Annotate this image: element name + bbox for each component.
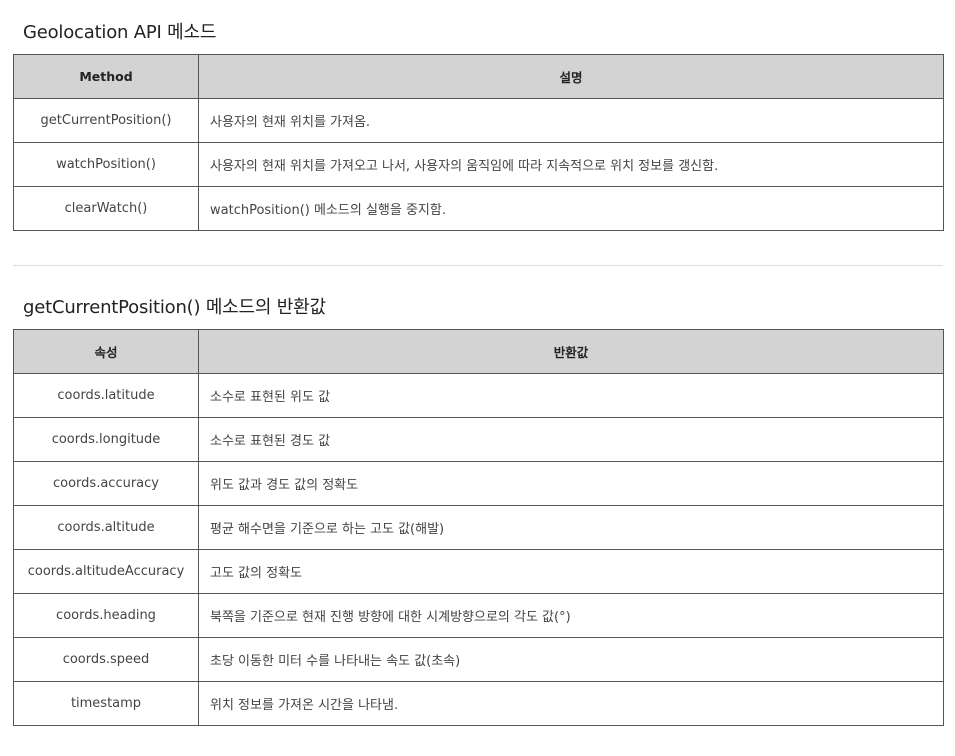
column-header-method: Method <box>13 54 199 99</box>
return-value-cell: 북쪽을 기준으로 현재 진행 방향에 대한 시계방향으로의 각도 값(°) <box>198 593 944 638</box>
table-row: watchPosition() 사용자의 현재 위치를 가져오고 나서, 사용자… <box>13 142 944 187</box>
table-row: coords.accuracy 위도 값과 경도 값의 정확도 <box>13 461 944 506</box>
table-header-row: 속성 반환값 <box>13 329 944 374</box>
section-title-methods: Geolocation API 메소드 <box>23 22 217 43</box>
table-header-row: Method 설명 <box>13 54 944 99</box>
column-header-property: 속성 <box>13 329 199 374</box>
table-row: coords.heading 북쪽을 기준으로 현재 진행 방향에 대한 시계방… <box>13 593 944 638</box>
property-name-cell: timestamp <box>13 681 199 726</box>
method-description-cell: watchPosition() 메소드의 실행을 중지함. <box>198 186 944 231</box>
property-name-cell: coords.heading <box>13 593 199 638</box>
table-row: coords.altitudeAccuracy 고도 값의 정확도 <box>13 549 944 594</box>
return-value-cell: 소수로 표현된 경도 값 <box>198 417 944 462</box>
methods-table: Method 설명 getCurrentPosition() 사용자의 현재 위… <box>13 54 944 231</box>
table-row: timestamp 위치 정보를 가져온 시간을 나타냄. <box>13 681 944 726</box>
property-name-cell: coords.accuracy <box>13 461 199 506</box>
table-row: clearWatch() watchPosition() 메소드의 실행을 중지… <box>13 186 944 231</box>
property-name-cell: coords.altitude <box>13 505 199 550</box>
table-row: coords.latitude 소수로 표현된 위도 값 <box>13 373 944 418</box>
return-value-cell: 초당 이동한 미터 수를 나타내는 속도 값(초속) <box>198 637 944 682</box>
property-name-cell: coords.latitude <box>13 373 199 418</box>
method-name-cell: clearWatch() <box>13 186 199 231</box>
table-row: coords.altitude 평균 해수면을 기준으로 하는 고도 값(해발) <box>13 505 944 550</box>
table-row: getCurrentPosition() 사용자의 현재 위치를 가져옴. <box>13 98 944 143</box>
return-value-cell: 위도 값과 경도 값의 정확도 <box>198 461 944 506</box>
method-description-cell: 사용자의 현재 위치를 가져오고 나서, 사용자의 움직임에 따라 지속적으로 … <box>198 142 944 187</box>
property-name-cell: coords.longitude <box>13 417 199 462</box>
column-header-description: 설명 <box>198 54 944 99</box>
return-value-cell: 소수로 표현된 위도 값 <box>198 373 944 418</box>
property-name-cell: coords.altitudeAccuracy <box>13 549 199 594</box>
section-title-return-values: getCurrentPosition() 메소드의 반환값 <box>23 297 326 318</box>
table-row: coords.speed 초당 이동한 미터 수를 나타내는 속도 값(초속) <box>13 637 944 682</box>
return-value-cell: 고도 값의 정확도 <box>198 549 944 594</box>
return-values-table: 속성 반환값 coords.latitude 소수로 표현된 위도 값 coor… <box>13 329 944 726</box>
method-name-cell: getCurrentPosition() <box>13 98 199 143</box>
column-header-return-value: 반환값 <box>198 329 944 374</box>
return-value-cell: 위치 정보를 가져온 시간을 나타냄. <box>198 681 944 726</box>
method-description-cell: 사용자의 현재 위치를 가져옴. <box>198 98 944 143</box>
table-row: coords.longitude 소수로 표현된 경도 값 <box>13 417 944 462</box>
method-name-cell: watchPosition() <box>13 142 199 187</box>
section-divider <box>13 265 943 266</box>
return-value-cell: 평균 해수면을 기준으로 하는 고도 값(해발) <box>198 505 944 550</box>
property-name-cell: coords.speed <box>13 637 199 682</box>
